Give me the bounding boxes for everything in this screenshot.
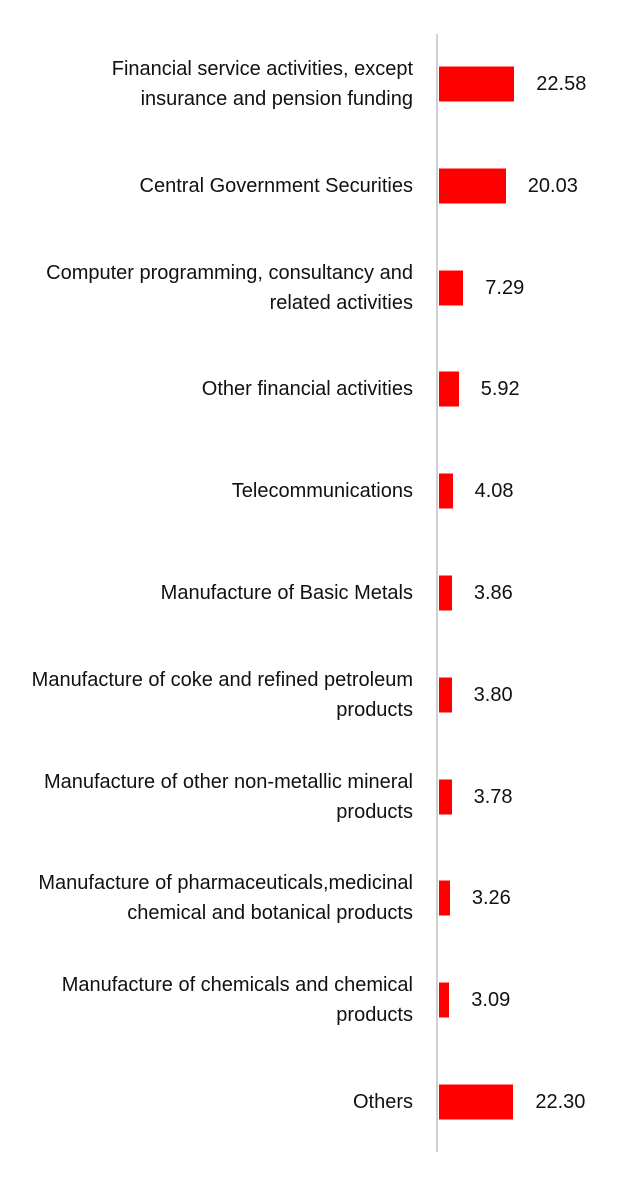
value-label: 22.58 <box>536 73 587 95</box>
value-label: 3.80 <box>473 683 513 706</box>
value-label: 7.29 <box>485 276 525 299</box>
category-label: Others <box>352 1091 413 1113</box>
bar <box>439 677 452 713</box>
category-label: Other financial activities <box>201 378 413 401</box>
value-label: 5.92 <box>480 378 520 401</box>
category-label: Financial service activities, except ins… <box>111 58 413 110</box>
axis-line <box>436 34 438 1152</box>
value-label: 20.03 <box>527 174 578 197</box>
bar <box>439 371 459 407</box>
bar <box>439 880 450 916</box>
value-label: 3.86 <box>473 582 513 604</box>
bar <box>439 1084 514 1120</box>
value-label: 3.26 <box>471 887 511 910</box>
bar <box>439 473 453 509</box>
category-label: Manufacture of Basic Metals <box>160 582 413 604</box>
category-label: Manufacture of chemicals and chemical pr… <box>61 974 413 1027</box>
category-label: Manufacture of other non-metallic minera… <box>43 770 413 823</box>
bar <box>439 168 506 204</box>
value-label: 4.08 <box>474 480 514 503</box>
bar <box>439 575 452 611</box>
value-label: 3.09 <box>471 989 511 1012</box>
category-label: Computer programming, consultancy and re… <box>46 261 413 314</box>
category-label: Manufacture of pharmaceuticals,medicinal… <box>38 872 413 925</box>
value-label: 3.78 <box>473 785 513 808</box>
category-label: Telecommunications <box>231 480 413 503</box>
value-label: 22.30 <box>535 1091 586 1113</box>
bar <box>439 270 464 306</box>
category-label: Manufacture of coke and refined petroleu… <box>31 668 413 721</box>
bar <box>439 982 450 1018</box>
bar <box>439 66 515 102</box>
category-label: Central Government Securities <box>139 174 413 197</box>
bar <box>439 779 452 815</box>
